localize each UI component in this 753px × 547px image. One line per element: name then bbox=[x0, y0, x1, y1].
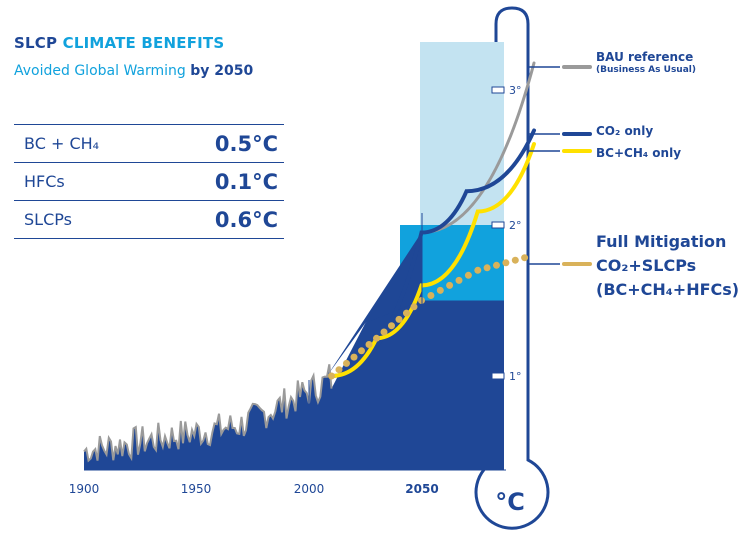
x-tick-label: 2050 bbox=[405, 482, 439, 496]
legend-bau-sub: (Business As Usual) bbox=[596, 65, 696, 75]
legend-bau: BAU reference (Business As Usual) bbox=[596, 50, 696, 75]
full-mitigation-dot bbox=[328, 372, 335, 380]
full-mitigation-dot bbox=[395, 315, 403, 323]
title-accent: CLIMATE BENEFITS bbox=[62, 34, 225, 52]
series-group bbox=[328, 61, 536, 380]
full-mitigation-dot bbox=[335, 366, 343, 374]
table-row: HFCs 0.1°C bbox=[14, 162, 284, 200]
benefits-table: BC + CH₄ 0.5°C HFCs 0.1°C SLCPs 0.6°C bbox=[14, 124, 284, 239]
temperature-area bbox=[83, 232, 504, 470]
row-label: BC + CH₄ bbox=[24, 134, 100, 153]
row-value: 0.6°C bbox=[214, 207, 278, 232]
full-mitigation-dot bbox=[474, 266, 482, 274]
row-value: 0.1°C bbox=[214, 169, 278, 194]
subtitle-main: Avoided Global Warming bbox=[14, 63, 186, 79]
row-label: SLCPs bbox=[24, 210, 72, 229]
y-tick-label: 2° bbox=[509, 219, 522, 232]
full-mitigation-dot bbox=[455, 276, 463, 284]
full-mitigation-dot bbox=[388, 322, 395, 330]
x-tick-label: 2000 bbox=[293, 482, 325, 496]
table-row: BC + CH₄ 0.5°C bbox=[14, 124, 284, 162]
full-mitigation-dot bbox=[358, 347, 365, 355]
full-mitigation-dot bbox=[521, 254, 529, 262]
legend-full: Full Mitigation CO₂+SLCPs (BC+CH₄+HFCs) bbox=[596, 230, 739, 302]
full-mitigation-dot bbox=[343, 359, 350, 367]
row-label: HFCs bbox=[24, 172, 65, 191]
history-line bbox=[83, 364, 333, 463]
full-mitigation-dot bbox=[502, 259, 510, 267]
legend-full-line3: (BC+CH₄+HFCs) bbox=[596, 280, 740, 299]
dark-wedge bbox=[327, 232, 422, 376]
unit-label: °C bbox=[495, 488, 525, 516]
chart-title: SLCP CLIMATE BENEFITS bbox=[14, 34, 224, 52]
subtitle-bold: by 2050 bbox=[190, 63, 254, 79]
legend-full-line1: Full Mitigation bbox=[596, 232, 727, 251]
thermometer-outline bbox=[474, 6, 550, 530]
y-tick-label: 3° bbox=[509, 84, 522, 97]
legend-connectors bbox=[528, 66, 560, 265]
tick-mark-3 bbox=[491, 86, 505, 94]
full-mitigation-dot bbox=[511, 256, 519, 264]
series-co2 bbox=[329, 128, 536, 378]
tick-mark-1 bbox=[491, 372, 505, 380]
full-mitigation-dot bbox=[380, 328, 388, 336]
thermo-ticks bbox=[491, 86, 505, 380]
legend-full-line2: CO₂+SLCPs bbox=[596, 256, 697, 275]
legend-bc: BC+CH₄ only bbox=[596, 146, 682, 160]
y-tick-label: 1° bbox=[509, 370, 522, 383]
full-mitigation-dot bbox=[373, 334, 380, 342]
legend-swatches bbox=[562, 65, 592, 266]
table-row: SLCPs 0.6°C bbox=[14, 200, 284, 239]
dark-area bbox=[84, 300, 504, 470]
full-mitigation-dot bbox=[483, 264, 491, 272]
full-mitigation-dot bbox=[365, 341, 373, 348]
full-mitigation-dot bbox=[427, 292, 435, 299]
legend-bau-label: BAU reference bbox=[596, 50, 694, 64]
full-mitigation-dot bbox=[403, 309, 410, 317]
tick-mark-2 bbox=[491, 221, 505, 229]
row-value: 0.5°C bbox=[214, 131, 278, 156]
series-full-mitigation bbox=[328, 254, 529, 380]
series-bc-ch4 bbox=[329, 142, 536, 378]
x-tick-label: 1900 bbox=[68, 482, 100, 496]
x-tick-label: 1950 bbox=[180, 482, 212, 496]
full-mitigation-dot bbox=[464, 271, 472, 279]
full-mitigation-dot bbox=[410, 303, 418, 311]
title-prefix: SLCP bbox=[14, 34, 58, 52]
chart-subtitle: Avoided Global Warming by 2050 bbox=[14, 63, 253, 79]
full-mitigation-dot bbox=[446, 281, 454, 289]
full-mitigation-dot bbox=[436, 286, 444, 294]
legend-co2: CO₂ only bbox=[596, 124, 654, 138]
band-light bbox=[420, 42, 504, 225]
full-mitigation-dot bbox=[350, 353, 358, 361]
full-mitigation-dot bbox=[493, 261, 500, 269]
